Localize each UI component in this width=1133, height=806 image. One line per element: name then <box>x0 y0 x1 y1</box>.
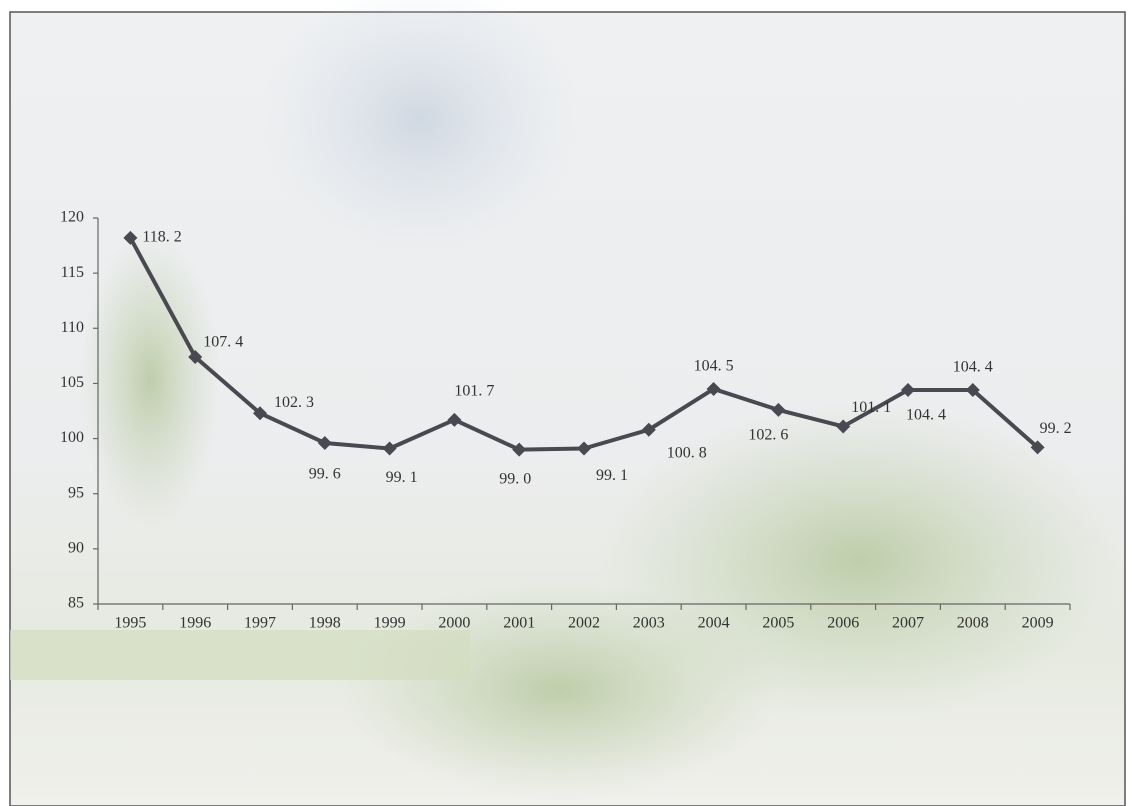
marker <box>253 406 267 421</box>
marker <box>447 412 462 427</box>
value-label: 118. 2 <box>142 229 181 246</box>
marker <box>512 442 527 457</box>
x-tick-label: 2002 <box>568 615 600 632</box>
x-tick-label: 2005 <box>762 615 794 632</box>
value-label: 104. 4 <box>906 407 946 424</box>
x-tick-label: 2004 <box>698 615 730 632</box>
y-tick-label: 110 <box>61 319 84 336</box>
marker <box>965 383 980 398</box>
value-label: 102. 6 <box>748 427 788 444</box>
value-label: 100. 8 <box>667 444 707 461</box>
x-tick-label: 2008 <box>957 615 989 632</box>
x-tick-label: 1995 <box>114 615 146 632</box>
marker <box>317 435 332 450</box>
marker <box>706 381 721 396</box>
marker <box>901 383 915 398</box>
y-tick-label: 105 <box>60 374 84 391</box>
y-tick-label: 90 <box>68 540 84 557</box>
marker <box>771 402 786 417</box>
x-tick-label: 2001 <box>503 615 535 632</box>
x-tick-label: 1996 <box>179 615 211 632</box>
value-label: 104. 4 <box>953 359 993 376</box>
y-tick-label: 120 <box>60 209 84 226</box>
x-tick-label: 1997 <box>244 615 276 632</box>
value-label: 101. 7 <box>454 382 494 399</box>
x-tick-label: 1998 <box>309 615 341 632</box>
photo-bg <box>10 630 470 680</box>
y-tick-label: 100 <box>60 429 84 446</box>
value-label: 107. 4 <box>203 334 243 351</box>
marker <box>188 349 203 364</box>
marker <box>577 441 591 456</box>
x-tick-label: 2009 <box>1022 615 1054 632</box>
x-tick-label: 2000 <box>438 615 470 632</box>
value-label: 102. 3 <box>274 394 314 411</box>
photo-bg <box>260 0 580 260</box>
value-label: 101. 1 <box>851 399 891 416</box>
marker <box>641 422 656 437</box>
value-label: 99. 1 <box>386 469 418 486</box>
x-tick-label: 1999 <box>374 615 406 632</box>
x-tick-label: 2003 <box>633 615 665 632</box>
photo-bg <box>80 230 220 530</box>
x-tick-label: 2006 <box>827 615 859 632</box>
value-label: 104. 5 <box>694 358 734 375</box>
value-label: 99. 1 <box>596 467 628 484</box>
marker <box>836 419 851 434</box>
y-tick-label: 85 <box>68 595 84 612</box>
photo-bg <box>340 580 780 800</box>
value-label: 99. 0 <box>499 470 531 487</box>
marker <box>123 230 138 245</box>
y-tick-label: 95 <box>68 484 84 501</box>
y-tick-label: 115 <box>61 264 84 281</box>
x-tick-label: 2007 <box>892 615 924 632</box>
marker <box>1030 440 1045 455</box>
value-label: 99. 6 <box>309 466 341 483</box>
marker <box>382 441 397 456</box>
value-label: 99. 2 <box>1040 420 1072 437</box>
